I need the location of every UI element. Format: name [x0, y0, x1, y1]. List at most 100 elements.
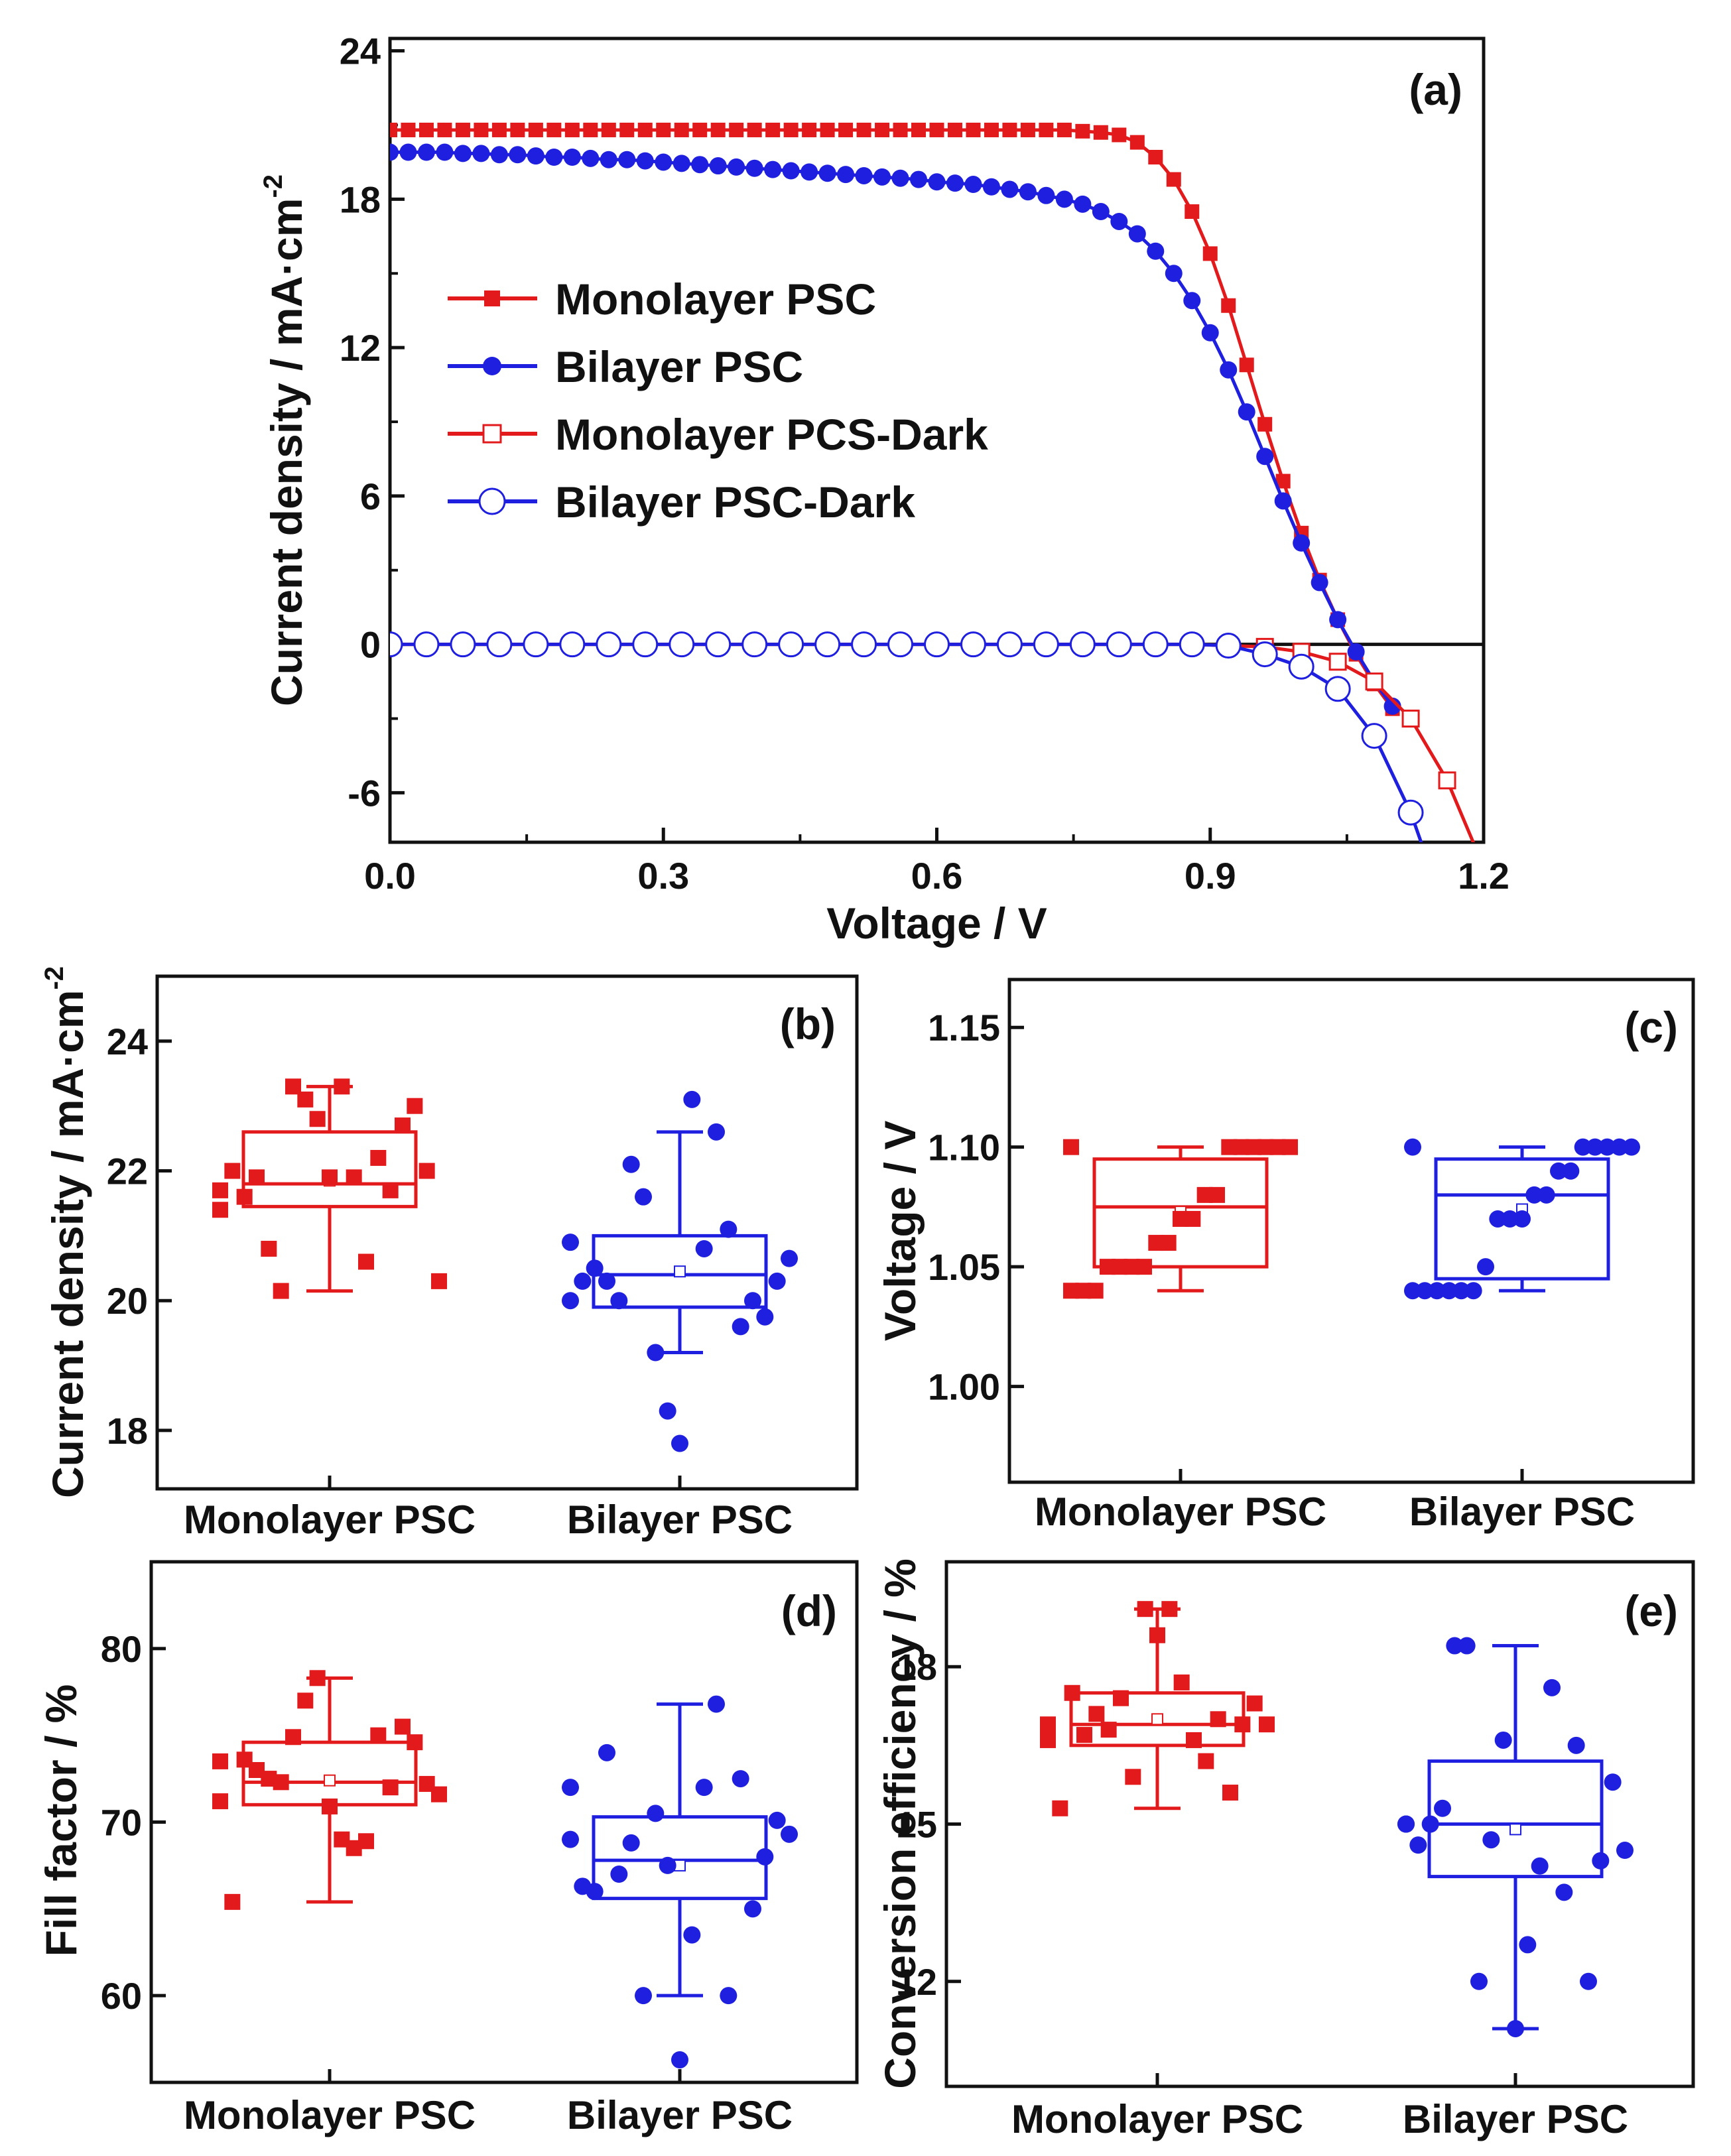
panel-label: (a) — [1409, 65, 1462, 114]
data-point — [395, 1117, 411, 1134]
y-tick-label: 20 — [107, 1280, 148, 1322]
data-point — [708, 1123, 725, 1141]
x-tick-label: 1.2 — [1458, 855, 1509, 897]
data-point — [1477, 1258, 1494, 1276]
data-point — [1501, 1210, 1519, 1228]
data-point — [1039, 122, 1054, 137]
data-point — [1148, 1235, 1165, 1251]
data-point — [1040, 1716, 1056, 1733]
data-point — [756, 1848, 774, 1866]
data-point — [1464, 1282, 1482, 1300]
data-point — [1401, 710, 1420, 728]
data-point — [224, 1893, 241, 1910]
data-point — [610, 1866, 628, 1883]
data-point — [656, 122, 671, 137]
mean-marker — [674, 1265, 686, 1278]
y-tick-label: 1.00 — [928, 1366, 1000, 1408]
data-point — [523, 631, 549, 658]
data-point — [984, 122, 999, 137]
data-point — [1238, 403, 1255, 421]
panel-d: 60 70 80 Fill factor / % (d) Monolayer PSC Bil… — [36, 1560, 859, 2137]
data-point — [1259, 1716, 1275, 1733]
y-axis-title-text: Fill factor / % — [36, 1684, 86, 1957]
legend-label: Bilayer PSC — [555, 342, 803, 391]
data-point — [1093, 125, 1108, 140]
data-point — [783, 122, 799, 137]
data-point — [322, 1169, 338, 1186]
data-point — [1040, 1732, 1056, 1748]
data-point — [893, 122, 908, 137]
data-point — [622, 1834, 640, 1852]
data-point — [924, 631, 950, 658]
y-axis-title-text: Voltage / V — [875, 1121, 925, 1342]
y-axis-title: Current density / mA·cm-2 — [40, 966, 92, 1498]
data-point — [818, 164, 836, 182]
data-point — [928, 173, 946, 191]
data-point — [491, 122, 507, 137]
data-point — [891, 169, 909, 187]
data-point — [598, 1272, 615, 1290]
data-point — [765, 122, 781, 137]
panel-b: 18 20 22 24 Current density / mA·cm-2 (b) Mono… — [40, 966, 859, 1542]
data-point — [1125, 1769, 1141, 1785]
data-point — [744, 1292, 761, 1310]
data-point — [1458, 1637, 1476, 1655]
data-point — [768, 1811, 786, 1829]
x-axis-title: Voltage / V — [826, 899, 1047, 948]
data-point — [407, 1098, 423, 1114]
data-point — [1196, 1186, 1213, 1203]
data-point — [582, 149, 600, 167]
data-point — [695, 1779, 713, 1797]
data-point — [285, 1078, 301, 1095]
data-point — [1251, 641, 1278, 668]
data-point — [418, 1775, 435, 1792]
data-point — [1064, 1684, 1080, 1701]
x-tick-label: 0.3 — [637, 855, 689, 897]
data-point — [334, 1078, 350, 1095]
data-point — [1183, 292, 1201, 310]
data-point — [601, 122, 616, 137]
data-point — [1446, 1637, 1464, 1655]
y-tick-label: 12 — [340, 327, 381, 369]
data-point — [1623, 1138, 1640, 1156]
y-axis-title-text: Current density / mA·cm — [262, 198, 311, 706]
data-point — [583, 122, 598, 137]
data-point — [450, 631, 476, 658]
data-point — [1328, 653, 1347, 671]
data-point — [455, 122, 470, 137]
data-point — [946, 174, 964, 192]
data-point — [545, 149, 563, 166]
data-point — [224, 1163, 241, 1179]
data-point — [1567, 1736, 1585, 1754]
data-point — [1075, 123, 1090, 139]
data-point — [720, 1987, 737, 2005]
data-point — [1112, 127, 1127, 143]
data-point — [1246, 1695, 1263, 1712]
data-point — [1148, 150, 1163, 165]
data-point — [622, 1155, 640, 1173]
data-point — [1165, 265, 1183, 283]
data-point — [1438, 771, 1456, 790]
data-point — [1037, 186, 1055, 204]
data-point — [1074, 195, 1092, 213]
data-point — [1604, 1773, 1622, 1791]
data-point — [1019, 183, 1037, 201]
data-point — [710, 122, 726, 137]
data-point — [586, 1259, 604, 1277]
data-point — [691, 156, 709, 174]
data-point — [490, 146, 508, 164]
data-point — [1220, 361, 1238, 379]
data-point — [1610, 1138, 1628, 1156]
data-point — [1147, 242, 1165, 260]
y-axis-title-text: Conversion efficiency / % — [875, 1558, 925, 2089]
data-point — [637, 122, 653, 137]
data-point — [249, 1169, 265, 1186]
data-point — [683, 1926, 701, 1944]
data-point — [1416, 1282, 1434, 1300]
data-point — [1221, 298, 1236, 313]
data-point — [1329, 611, 1347, 629]
data-point — [1001, 180, 1019, 198]
category-label: Bilayer PSC — [567, 1497, 793, 1542]
series-bilayer-psc — [390, 143, 1401, 715]
